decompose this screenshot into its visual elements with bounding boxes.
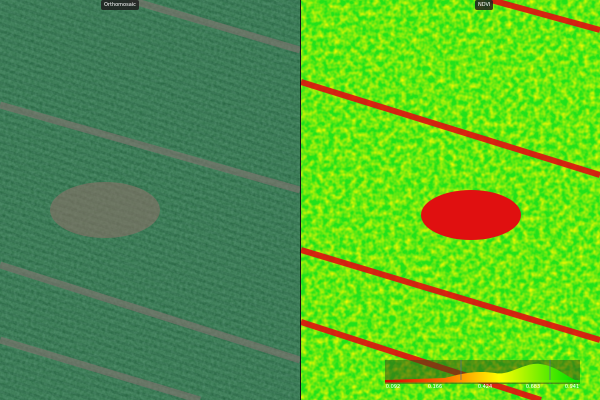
ndvi-label: NDVI — [475, 0, 494, 10]
orthomosaic-view[interactable]: Orthomosaic — [0, 0, 300, 400]
ndvi-image — [301, 0, 600, 400]
ndvi-histogram — [385, 360, 580, 384]
ndvi-legend: 0.092 0.166 0.424 0.683 0.941 — [385, 360, 580, 394]
orthomosaic-image — [0, 0, 300, 400]
orthomosaic-label: Orthomosaic — [101, 0, 139, 10]
split-divider[interactable] — [300, 0, 301, 400]
legend-tick: 0.941 — [564, 384, 580, 390]
ndvi-view[interactable]: NDVI — [301, 0, 600, 400]
legend-tick: 0.092 — [385, 384, 401, 390]
legend-tick: 0.683 — [525, 384, 541, 390]
color-ramp — [385, 380, 580, 383]
legend-tick: 0.424 — [477, 384, 493, 390]
legend-tick: 0.166 — [427, 384, 443, 390]
histogram-curve — [385, 363, 575, 380]
